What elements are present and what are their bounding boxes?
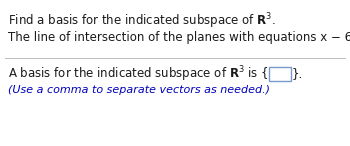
Text: A basis for the indicated subspace of $\mathbf{R}^3$ is {: A basis for the indicated subspace of $\… — [8, 64, 269, 84]
Text: Find a basis for the indicated subspace of $\mathbf{R}^3$.: Find a basis for the indicated subspace … — [8, 11, 276, 31]
Text: The line of intersection of the planes with equations x − 6y + 8z = 0 and y = z.: The line of intersection of the planes w… — [8, 32, 350, 45]
Text: }.: }. — [292, 67, 303, 80]
FancyBboxPatch shape — [269, 67, 290, 81]
Text: (Use a comma to separate vectors as needed.): (Use a comma to separate vectors as need… — [8, 85, 270, 95]
Text: A basis for the indicated subspace of $\mathbf{R}^3$ is {: A basis for the indicated subspace of $\… — [8, 64, 269, 84]
